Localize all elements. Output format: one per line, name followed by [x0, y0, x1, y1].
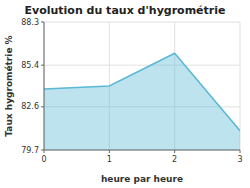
- x-tick: [109, 150, 110, 153]
- grid-line-y: [44, 22, 240, 23]
- x-tick-label: 3: [237, 155, 242, 164]
- x-axis-line: [44, 150, 240, 151]
- x-tick: [174, 150, 175, 153]
- y-axis-label: Taux hygrométrie %: [4, 35, 14, 136]
- y-tick: [41, 106, 44, 107]
- x-tick-label: 1: [107, 155, 112, 164]
- x-tick-label: 0: [41, 155, 46, 164]
- y-tick: [41, 22, 44, 23]
- plot-background: [44, 22, 240, 150]
- grid: [44, 22, 240, 150]
- x-axis-label: heure par heure: [101, 174, 183, 184]
- y-tick-label: 88.3: [21, 18, 39, 27]
- x-tick: [240, 150, 241, 153]
- grid-line-y: [44, 65, 240, 66]
- x-tick-label: 2: [172, 155, 177, 164]
- title: Evolution du taux d'hygrométrie: [25, 4, 226, 17]
- axes: 79.7 82.6 85.4 88.3 0 1 2 3: [21, 18, 242, 165]
- grid-line-x: [44, 22, 45, 150]
- data-layer: [44, 53, 240, 150]
- y-tick-label: 79.7: [21, 146, 39, 155]
- chart: 79.7 82.6 85.4 88.3 0 1 2 3 heure par heure Taux …: [0, 0, 250, 188]
- x-tick: [44, 150, 45, 153]
- chart-container: 79.7 82.6 85.4 88.3 0 1 2 3 heure par heure Taux …: [0, 0, 250, 188]
- y-axis-line: [44, 22, 45, 150]
- y-tick-label: 85.4: [21, 61, 39, 70]
- grid-line-y: [44, 150, 240, 151]
- area: [44, 53, 240, 150]
- y-tick-label: 82.6: [21, 102, 39, 111]
- y-tick: [41, 65, 44, 66]
- line: [44, 53, 240, 130]
